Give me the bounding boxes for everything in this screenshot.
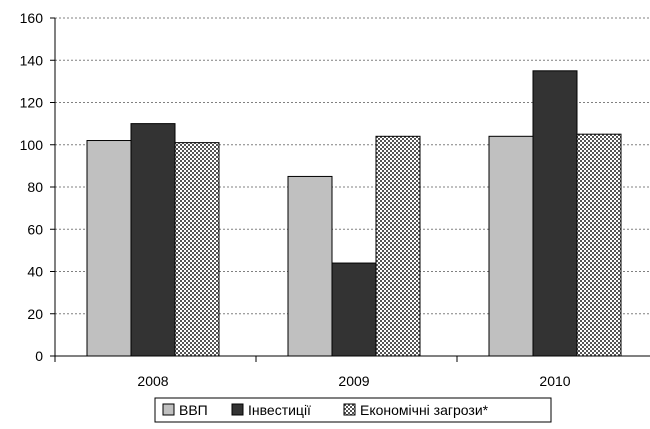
x-axis-ticks: 2008 2009 2010 bbox=[54, 356, 571, 389]
legend-swatch-0 bbox=[162, 403, 175, 416]
x-tick-label-2010: 2010 bbox=[539, 373, 570, 389]
y-tick-label-0: 0 bbox=[35, 348, 43, 364]
legend-label-1: Інвестиції bbox=[248, 402, 311, 418]
bar-2010-series-0 bbox=[488, 135, 534, 357]
y-tick-label-40: 40 bbox=[27, 264, 43, 280]
y-tick-label-100: 100 bbox=[20, 137, 44, 153]
bar-2008-series-2 bbox=[174, 142, 220, 357]
y-tick-label-140: 140 bbox=[20, 52, 44, 68]
legend-label-2: Економічні загрози* bbox=[360, 402, 489, 418]
y-tick-label-80: 80 bbox=[27, 179, 43, 195]
bar-2008-series-1 bbox=[130, 123, 176, 357]
y-tick-label-120: 120 bbox=[20, 95, 44, 111]
bars bbox=[86, 70, 622, 357]
bar-2009-series-0 bbox=[287, 175, 333, 357]
legend: ВВП Інвестиції Економічні загрози* bbox=[154, 397, 552, 423]
bar-2008-series-0 bbox=[86, 140, 132, 357]
y-axis-ticks: 0 20 40 60 80 100 120 140 160 bbox=[20, 10, 55, 364]
x-tick-label-2009: 2009 bbox=[338, 373, 369, 389]
legend-swatch-2 bbox=[343, 403, 356, 416]
bar-2009-series-2 bbox=[375, 135, 421, 357]
y-tick-label-20: 20 bbox=[27, 306, 43, 322]
legend-swatch-1 bbox=[231, 403, 244, 416]
y-tick-label-60: 60 bbox=[27, 221, 43, 237]
bar-2010-series-2 bbox=[576, 133, 622, 357]
bar-2010-series-1 bbox=[532, 70, 578, 357]
y-tick-label-160: 160 bbox=[20, 10, 44, 26]
bar-2009-series-1 bbox=[331, 262, 377, 357]
legend-label-0: ВВП bbox=[179, 402, 208, 418]
x-tick-label-2008: 2008 bbox=[137, 373, 168, 389]
